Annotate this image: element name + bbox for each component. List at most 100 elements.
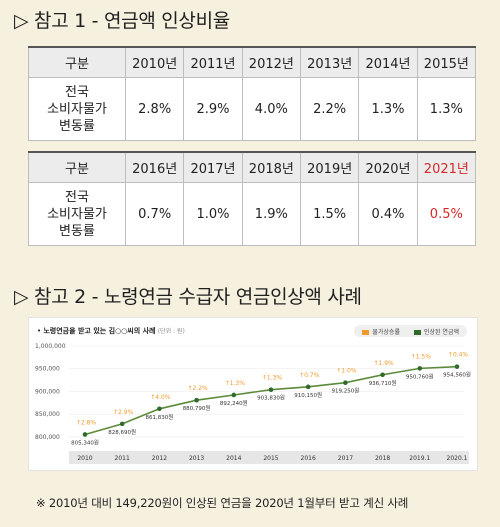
legend-item-amount: 인상된 연금액 — [413, 327, 459, 336]
rate-label: ↑2.8% — [76, 419, 97, 426]
legend-label: 물가상승률 — [372, 328, 400, 336]
data-label: 936,710원 — [369, 379, 397, 387]
data-label: 910,150원 — [294, 391, 322, 399]
rate-label: ↑0.4% — [448, 352, 469, 359]
data-point — [305, 384, 311, 390]
data-point — [380, 372, 385, 378]
data-point — [194, 397, 199, 403]
rate-cell: 1.3% — [416, 77, 477, 141]
cpi-table-2010-2015: 구분 2010년 2011년 2012년 2013년 2014년 2015년 전… — [28, 46, 477, 141]
x-axis-band — [69, 451, 469, 464]
x-tick-label: 2015 — [263, 455, 278, 462]
data-label: 892,240원 — [220, 399, 248, 407]
data-label: 950,760원 — [406, 372, 434, 380]
y-tick-label: 800,000 — [35, 434, 60, 441]
table-row: 전국 소비자물가 변동률 2.8% 2.9% 4.0% 2.2% 1.3% 1.… — [28, 77, 477, 141]
row-label-line: 소비자물가 — [47, 206, 107, 222]
header-label: 구분 — [28, 151, 126, 183]
year-header: 2010년 — [124, 46, 185, 78]
data-label: 861,830원 — [145, 413, 173, 421]
data-point — [343, 380, 348, 386]
legend-swatch — [362, 329, 370, 335]
row-label: 전국 소비자물가 변동률 — [28, 182, 126, 246]
rate-cell-highlight: 0.5% — [416, 182, 477, 246]
rate-cell: 1.5% — [299, 182, 360, 246]
rate-label: ↑4.0% — [150, 394, 171, 401]
legend-item-rate: 물가상승률 — [362, 327, 400, 336]
x-tick-label: 2013 — [189, 455, 204, 462]
x-tick-label: 2011 — [115, 455, 130, 462]
year-header: 2014년 — [358, 46, 418, 78]
data-label: 880,790원 — [183, 404, 211, 412]
row-label-line: 전국 — [65, 84, 89, 100]
y-tick-label: 900,000 — [35, 388, 60, 395]
rate-label: ↑0.7% — [299, 372, 320, 379]
rate-cell: 0.4% — [358, 182, 418, 246]
rate-cell: 2.2% — [299, 77, 360, 141]
x-tick-label: 2014 — [226, 455, 241, 462]
x-tick-label: 2010 — [77, 455, 92, 462]
data-point — [268, 387, 274, 393]
x-tick-label: 2020.1 — [447, 455, 468, 462]
table-header-row: 구분 2010년 2011년 2012년 2013년 2014년 2015년 — [28, 46, 477, 78]
rate-cell: 2.8% — [124, 77, 185, 141]
legend-swatch — [413, 329, 421, 335]
section-title-1: ▷ 참고 1 - 연금액 인상비율 — [14, 10, 230, 32]
year-header: 2020년 — [358, 151, 418, 183]
data-label: 828,690원 — [108, 428, 136, 436]
data-label: 954,560원 — [443, 371, 471, 379]
rate-label: ↑1.9% — [373, 360, 394, 367]
x-tick-label: 2017 — [338, 455, 353, 462]
y-tick-label: 1,000,000 — [35, 343, 66, 350]
cpi-table-2016-2021: 구분 2016년 2017년 2018년 2019년 2020년 2021년 전… — [28, 151, 477, 246]
rate-label: ↑2.9% — [113, 409, 134, 416]
data-point — [119, 421, 125, 427]
year-header: 2011년 — [183, 46, 243, 78]
rate-label: ↑1.3% — [262, 375, 283, 382]
section-title-2: ▷ 참고 2 - 노령연금 수급자 연금인상액 사례 — [14, 286, 362, 308]
table-header-row: 구분 2016년 2017년 2018년 2019년 2020년 2021년 — [28, 151, 477, 183]
row-label-line: 변동률 — [59, 118, 95, 134]
year-header: 2018년 — [241, 151, 301, 183]
year-header: 2013년 — [299, 46, 360, 78]
year-header: 2012년 — [241, 46, 301, 78]
chart-unit: (단위 : 원) — [157, 328, 185, 335]
chart-title: • 노령연금을 받고 있는 김○○씨의 사례 (단위 : 원) — [37, 327, 185, 335]
data-point — [157, 406, 162, 412]
data-label: 903,830원 — [257, 394, 285, 402]
year-header: 2015년 — [416, 46, 477, 78]
rate-cell: 1.0% — [183, 182, 243, 246]
row-label-line: 전국 — [65, 189, 89, 205]
x-tick-label: 2019.1 — [409, 455, 430, 462]
data-point — [82, 432, 88, 437]
data-point — [231, 392, 237, 398]
data-point — [454, 364, 460, 369]
pension-chart: • 노령연금을 받고 있는 김○○씨의 사례 (단위 : 원) 물가상승률 인상… — [28, 317, 478, 471]
rate-label: ↑2.2% — [187, 385, 208, 392]
x-tick-label: 2018 — [375, 455, 390, 462]
rate-cell: 0.7% — [124, 182, 185, 246]
data-label: 919,250원 — [331, 387, 359, 395]
header-label: 구분 — [28, 46, 126, 78]
row-label-line: 소비자물가 — [47, 101, 107, 117]
table-row: 전국 소비자물가 변동률 0.7% 1.0% 1.9% 1.5% 0.4% 0.… — [28, 182, 477, 246]
year-header: 2016년 — [124, 151, 185, 183]
data-label: 805,340원 — [71, 438, 99, 446]
row-label-line: 변동률 — [59, 223, 95, 239]
footnote: ※ 2010년 대비 149,220원이 인상된 연금을 2020년 1월부터 … — [36, 496, 409, 510]
y-tick-label: 850,000 — [35, 411, 60, 418]
row-label: 전국 소비자물가 변동률 — [28, 77, 126, 141]
rate-cell: 2.9% — [183, 77, 243, 141]
rate-cell: 1.3% — [358, 77, 418, 141]
year-header: 2017년 — [183, 151, 243, 183]
rate-label: ↑1.5% — [411, 353, 432, 360]
chart-title-text: 노령연금을 받고 있는 김○○씨의 사례 — [43, 327, 156, 335]
rate-label: ↑1.3% — [225, 380, 246, 387]
rate-label: ↑1.0% — [336, 368, 357, 375]
year-header: 2019년 — [299, 151, 360, 183]
chart-plot: 1,000,000 950,000 900,000 850,000 800,000 805… — [35, 343, 471, 462]
x-tick-label: 2016 — [301, 455, 316, 462]
year-header-highlight: 2021년 — [416, 151, 477, 183]
data-point — [417, 366, 423, 371]
legend-label: 인상된 연금액 — [423, 328, 459, 336]
